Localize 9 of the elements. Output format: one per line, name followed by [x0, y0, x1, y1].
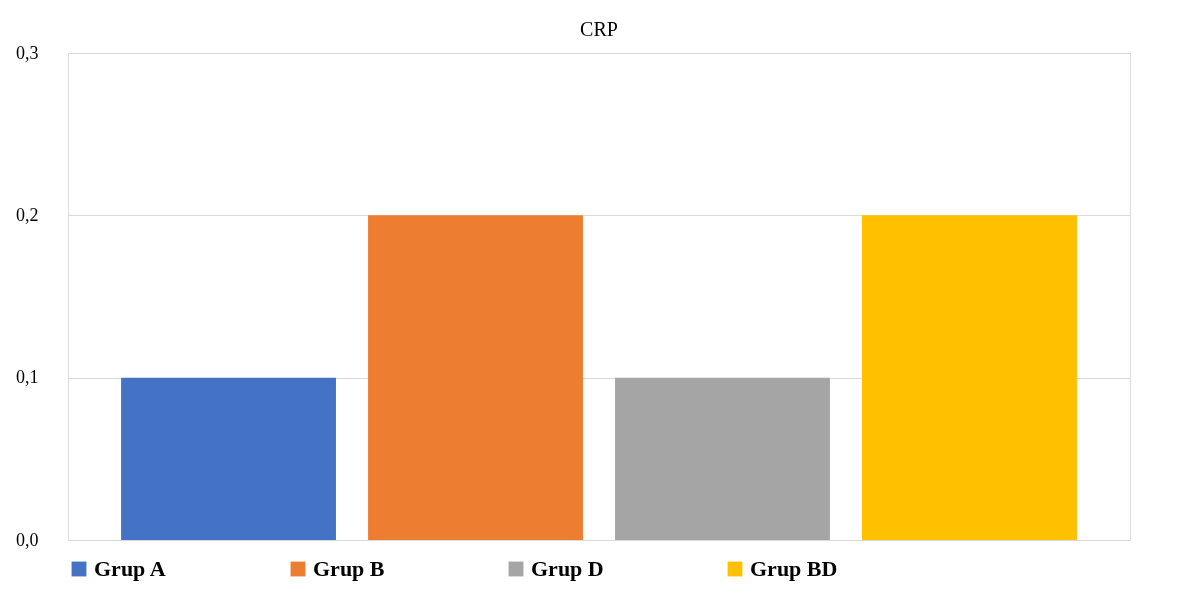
legend-label: Grup D — [531, 556, 604, 581]
y-tick-label: 0,3 — [16, 42, 39, 63]
legend-label: Grup B — [313, 556, 385, 581]
y-tick-label: 0,0 — [16, 529, 39, 550]
y-tick-label: 0,2 — [16, 204, 39, 225]
chart-title: CRP — [580, 18, 618, 40]
legend-label: Grup A — [94, 556, 166, 581]
legend-label: Grup BD — [750, 556, 838, 581]
y-tick-label: 0,1 — [16, 367, 39, 388]
